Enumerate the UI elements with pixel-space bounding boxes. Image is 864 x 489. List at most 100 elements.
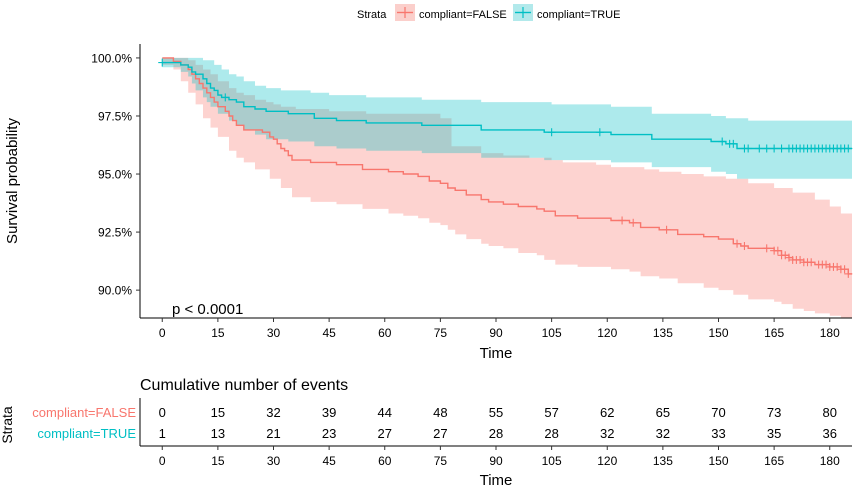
events-cell: 28 bbox=[489, 426, 503, 441]
events-cell: 0 bbox=[159, 405, 166, 420]
events-x-tick-label: 15 bbox=[211, 454, 225, 468]
events-cell: 80 bbox=[823, 405, 837, 420]
events-x-tick-label: 75 bbox=[434, 454, 448, 468]
events-x-tick-label: 0 bbox=[159, 454, 166, 468]
events-table-x-ticks: 0 15 30 45 60 75 90 105 120 135 150 165 180 bbox=[159, 446, 840, 468]
events-cell: 44 bbox=[378, 405, 392, 420]
censor-mark-false bbox=[807, 258, 816, 267]
x-tick-label: 150 bbox=[708, 326, 728, 340]
events-cell: 1 bbox=[159, 426, 166, 441]
events-cell: 28 bbox=[544, 426, 558, 441]
censor-mark-false bbox=[618, 216, 627, 225]
events-row-label-false: compliant=FALSE bbox=[32, 405, 136, 420]
x-tick-label: 90 bbox=[489, 326, 503, 340]
censor-mark-true bbox=[547, 128, 556, 137]
x-axis-ticks: 0 15 30 45 60 75 90 105 120 135 150 165 180 bbox=[159, 318, 840, 340]
x-tick-label: 75 bbox=[434, 326, 448, 340]
censor-mark-false bbox=[762, 244, 771, 253]
events-x-tick-label: 120 bbox=[597, 454, 617, 468]
events-cell: 70 bbox=[711, 405, 725, 420]
events-x-tick-label: 180 bbox=[820, 454, 840, 468]
censor-mark-true bbox=[762, 144, 771, 153]
x-tick-label: 180 bbox=[820, 326, 840, 340]
x-axis-label: Time bbox=[480, 345, 513, 362]
events-cell: 62 bbox=[600, 405, 614, 420]
y-tick-label: 97.5% bbox=[98, 109, 132, 123]
y-axis-ticks: 90.0% 92.5% 95.0% 97.5% 100.0% bbox=[91, 51, 140, 298]
survival-curve-true bbox=[162, 61, 852, 150]
events-cell: 73 bbox=[767, 405, 781, 420]
events-x-tick-label: 60 bbox=[378, 454, 392, 468]
legend-label-false: compliant=FALSE bbox=[419, 9, 507, 21]
censor-mark-false bbox=[844, 269, 853, 278]
events-table-title: Cumulative number of events bbox=[140, 377, 348, 394]
events-cell: 33 bbox=[711, 426, 725, 441]
events-cell: 15 bbox=[211, 405, 225, 420]
events-x-tick-label: 45 bbox=[322, 454, 336, 468]
events-cell: 23 bbox=[322, 426, 336, 441]
censor-mark-true bbox=[221, 93, 230, 102]
events-cell: 55 bbox=[489, 405, 503, 420]
x-tick-label: 165 bbox=[764, 326, 784, 340]
y-tick-label: 92.5% bbox=[98, 226, 132, 240]
censor-mark-false bbox=[740, 242, 749, 251]
censor-mark-true bbox=[744, 144, 753, 153]
events-x-tick-label: 135 bbox=[653, 454, 673, 468]
legend-item-true: compliant=TRUE bbox=[513, 4, 620, 21]
censor-marks bbox=[158, 58, 853, 278]
events-cell: 36 bbox=[823, 426, 837, 441]
y-tick-label: 95.0% bbox=[98, 168, 132, 182]
legend-label-true: compliant=TRUE bbox=[537, 9, 620, 21]
events-cell: 39 bbox=[322, 405, 336, 420]
events-cell: 32 bbox=[600, 426, 614, 441]
p-value-annotation: p < 0.0001 bbox=[172, 301, 243, 318]
events-table-xlabel: Time bbox=[480, 472, 513, 489]
x-tick-label: 45 bbox=[322, 326, 336, 340]
events-cell: 21 bbox=[266, 426, 280, 441]
events-cell: 35 bbox=[767, 426, 781, 441]
censor-mark-true bbox=[777, 144, 786, 153]
legend-title: Strata bbox=[357, 9, 387, 21]
events-cell: 27 bbox=[378, 426, 392, 441]
events-x-tick-label: 30 bbox=[267, 454, 281, 468]
events-x-tick-label: 150 bbox=[708, 454, 728, 468]
censor-mark-false bbox=[629, 218, 638, 227]
x-tick-label: 15 bbox=[211, 326, 225, 340]
confidence-band-false bbox=[162, 57, 853, 319]
x-tick-label: 120 bbox=[597, 326, 617, 340]
legend-item-false: compliant=FALSE bbox=[395, 4, 507, 21]
confidence-band-true bbox=[162, 57, 853, 181]
censor-mark-true bbox=[718, 137, 727, 146]
censor-mark-true bbox=[844, 144, 853, 153]
censor-mark-true bbox=[755, 144, 764, 153]
events-cell: 32 bbox=[656, 426, 670, 441]
events-x-tick-label: 90 bbox=[489, 454, 503, 468]
y-tick-label: 90.0% bbox=[98, 284, 132, 298]
events-cell: 57 bbox=[544, 405, 558, 420]
events-cell: 32 bbox=[266, 405, 280, 420]
x-tick-label: 135 bbox=[653, 326, 673, 340]
events-cell: 65 bbox=[656, 405, 670, 420]
events-table-cells: 0 15 32 39 44 48 55 57 62 65 70 73 80 1 13 21 23 27 27 28 28… bbox=[159, 405, 837, 441]
events-table: Cumulative number of events Strata compl… bbox=[0, 377, 852, 489]
censor-mark-false bbox=[662, 225, 671, 234]
censor-mark-false bbox=[773, 246, 782, 255]
survival-plot: 90.0% 92.5% 95.0% 97.5% 100.0% 0 15 30 45 60 75 90… bbox=[4, 44, 853, 362]
events-row-label-true: compliant=TRUE bbox=[37, 426, 136, 441]
x-tick-label: 105 bbox=[542, 326, 562, 340]
events-cell: 48 bbox=[433, 405, 447, 420]
censor-mark-false bbox=[840, 265, 849, 274]
censor-mark-true bbox=[595, 128, 604, 137]
x-tick-label: 30 bbox=[267, 326, 281, 340]
censor-mark-true bbox=[770, 144, 779, 153]
events-cell: 13 bbox=[211, 426, 225, 441]
x-tick-label: 0 bbox=[159, 326, 166, 340]
censor-mark-true bbox=[729, 139, 738, 148]
censor-mark-true bbox=[158, 58, 167, 67]
legend: Strata compliant=FALSE compliant=TRUE bbox=[357, 4, 620, 21]
events-x-tick-label: 105 bbox=[542, 454, 562, 468]
y-axis-label: Survival probability bbox=[4, 118, 21, 244]
events-x-tick-label: 165 bbox=[764, 454, 784, 468]
events-table-ylabel: Strata bbox=[0, 406, 15, 444]
